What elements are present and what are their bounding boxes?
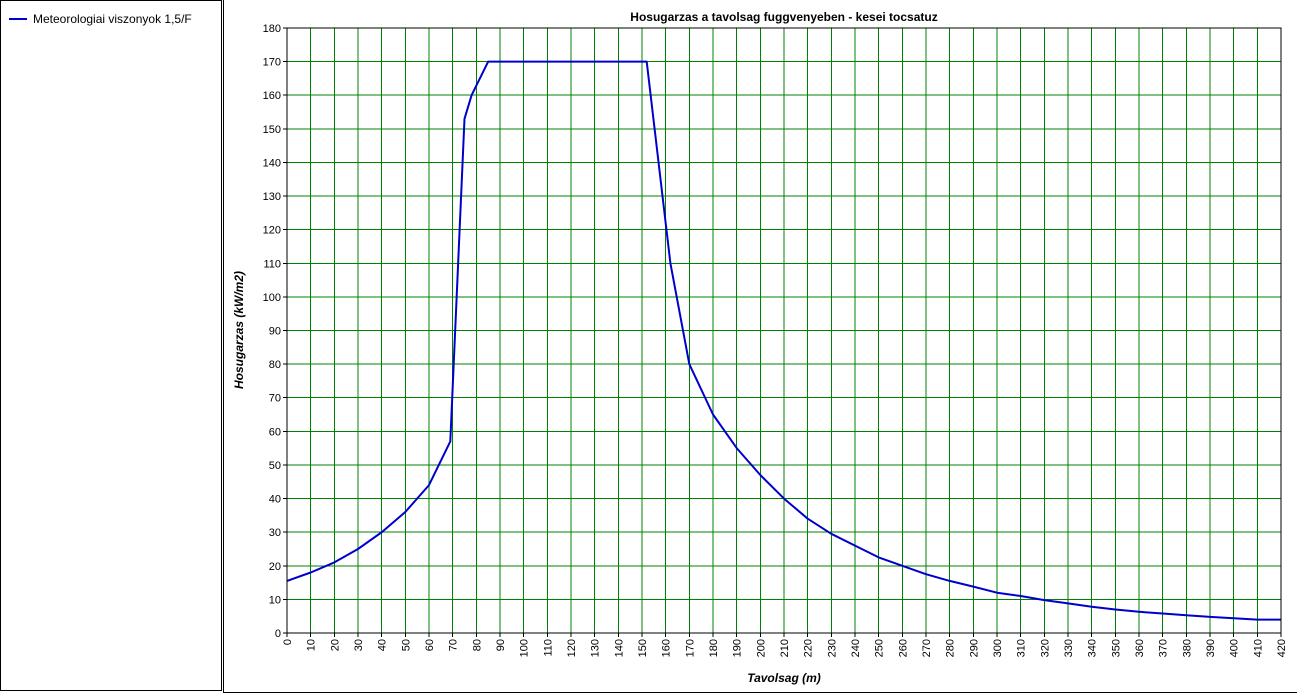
line-chart: Hosugarzas a tavolsag fuggvenyeben - kes…: [232, 10, 1288, 685]
x-tick-label: 70: [448, 639, 460, 651]
y-tick-label: 130: [263, 191, 281, 203]
y-tick-label: 60: [269, 426, 281, 438]
x-tick-label: 310: [1016, 639, 1028, 657]
x-tick-label: 90: [495, 639, 507, 651]
x-tick-label: 410: [1252, 639, 1264, 657]
x-tick-label: 350: [1110, 639, 1122, 657]
y-tick-label: 70: [269, 393, 281, 405]
x-tick-label: 340: [1087, 639, 1099, 657]
x-tick-label: 220: [803, 639, 815, 657]
x-tick-label: 300: [992, 639, 1004, 657]
y-axis-label: Hosugarzas (kW/m2): [232, 271, 246, 389]
x-tick-label: 250: [874, 639, 886, 657]
x-tick-label: 110: [542, 639, 554, 657]
x-tick-label: 270: [921, 639, 933, 657]
grid: [286, 27, 1282, 634]
x-tick-label: 380: [1181, 639, 1193, 657]
plot-frame: [286, 27, 1282, 634]
series-layer: [286, 60, 1281, 621]
x-tick-label: 280: [945, 639, 957, 657]
y-tick-label: 120: [263, 225, 281, 237]
x-tick-label: 20: [329, 639, 341, 651]
legend-label: Meteorologiai viszonyok 1,5/F: [33, 12, 192, 26]
y-tick-label: 30: [269, 527, 281, 539]
x-tick-label: 30: [353, 639, 365, 651]
x-tick-label: 100: [519, 639, 531, 657]
x-tick-label: 370: [1158, 639, 1170, 657]
x-tick-label: 320: [1039, 639, 1051, 657]
y-tick-label: 110: [263, 258, 281, 270]
x-tick-label: 10: [306, 639, 318, 651]
y-tick-label: 140: [263, 157, 281, 169]
chart-panel: Hosugarzas a tavolsag fuggvenyeben - kes…: [223, 0, 1297, 693]
y-tick-label: 40: [269, 494, 281, 506]
x-tick-label: 160: [661, 639, 673, 657]
x-tick-label: 230: [826, 639, 838, 657]
y-tick-label: 160: [263, 90, 281, 102]
x-tick-label: 40: [377, 639, 389, 651]
y-tick-label: 0: [275, 628, 281, 640]
x-axis-label: Tavolsag (m): [747, 671, 821, 685]
y-tick-label: 50: [269, 460, 281, 472]
y-tick-label: 170: [263, 57, 281, 69]
x-tick-label: 180: [708, 639, 720, 657]
x-tick-label: 140: [613, 639, 625, 657]
x-tick-label: 190: [732, 639, 744, 657]
y-tick-label: 80: [269, 359, 281, 371]
x-tick-label: 170: [684, 639, 696, 657]
x-tick-label: 80: [471, 639, 483, 651]
x-tick-label: 420: [1276, 639, 1288, 657]
series-line: [286, 60, 1281, 621]
x-tick-label: 360: [1134, 639, 1146, 657]
x-tick-label: 130: [590, 639, 602, 657]
tick-labels: 0 10 20 30 40 50 60 70 80 90 100 110 120 130 140 150 160…: [263, 23, 1288, 657]
x-tick-label: 0: [282, 639, 294, 645]
x-tick-label: 330: [1063, 639, 1075, 657]
x-tick-label: 120: [566, 639, 578, 657]
x-tick-label: 200: [755, 639, 767, 657]
x-tick-label: 50: [400, 639, 412, 651]
x-tick-label: 400: [1229, 639, 1241, 657]
y-tick-label: 90: [269, 326, 281, 338]
x-tick-label: 60: [424, 639, 436, 651]
legend-swatch: [9, 18, 27, 20]
y-tick-label: 10: [269, 594, 281, 606]
legend-item: Meteorologiai viszonyok 1,5/F: [9, 12, 192, 26]
x-tick-label: 290: [968, 639, 980, 657]
legend-panel: Meteorologiai viszonyok 1,5/F: [0, 0, 222, 691]
x-tick-label: 240: [850, 639, 862, 657]
x-tick-label: 390: [1205, 639, 1217, 657]
y-tick-label: 20: [269, 561, 281, 573]
x-tick-label: 150: [637, 639, 649, 657]
y-tick-label: 150: [263, 124, 281, 136]
y-tick-label: 180: [263, 23, 281, 35]
x-tick-label: 210: [779, 639, 791, 657]
x-tick-label: 260: [897, 639, 909, 657]
y-tick-label: 100: [263, 292, 281, 304]
chart-title: Hosugarzas a tavolsag fuggvenyeben - kes…: [630, 10, 937, 24]
